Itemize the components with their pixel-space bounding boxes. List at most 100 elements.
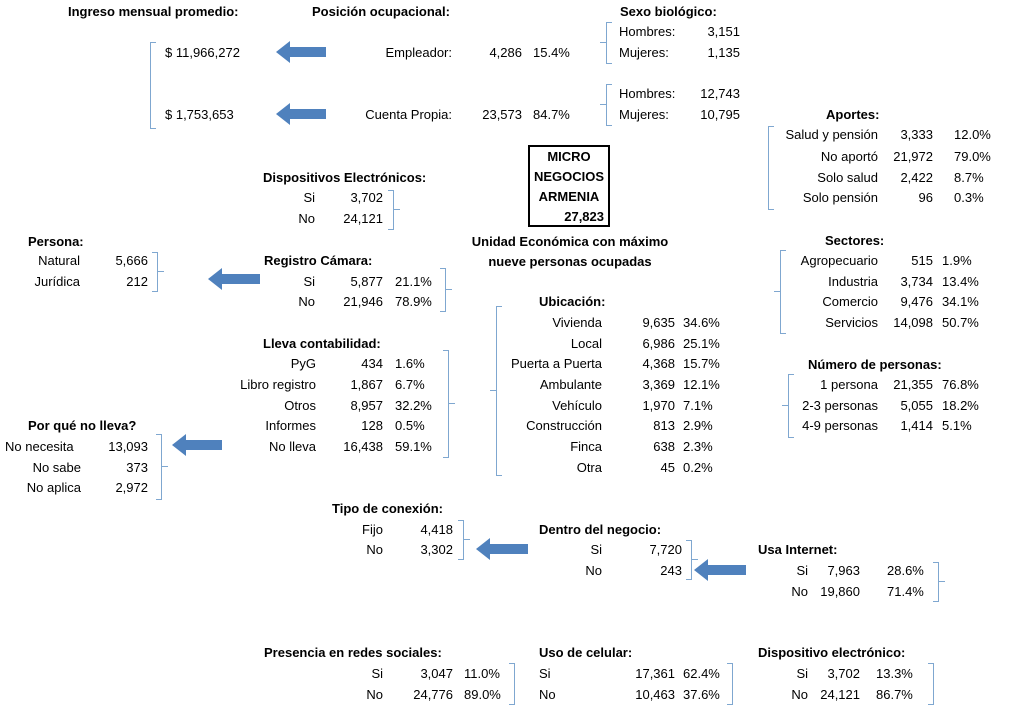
sectors-label: Agropecuario bbox=[800, 253, 878, 268]
location-pct: 34.6% bbox=[683, 315, 720, 330]
accounting-count: 1,867 bbox=[350, 377, 383, 392]
contributions-pct: 0.3% bbox=[954, 190, 984, 205]
phone-pct: 62.4% bbox=[683, 666, 720, 681]
social-count: 3,047 bbox=[420, 666, 453, 681]
arrow-left-icon bbox=[476, 538, 528, 560]
people-pct: 5.1% bbox=[942, 418, 972, 433]
devices-top-count: 3,702 bbox=[350, 190, 383, 205]
people-label: 1 persona bbox=[820, 377, 878, 392]
why-not-bracket bbox=[156, 434, 162, 500]
devices-top-count: 24,121 bbox=[343, 211, 383, 226]
social-label: No bbox=[366, 687, 383, 702]
chamber-label: No bbox=[298, 294, 315, 309]
bracket-tick bbox=[394, 209, 400, 210]
location-count: 3,369 bbox=[642, 377, 675, 392]
location-label: Local bbox=[570, 336, 602, 351]
occupation-count: 23,573 bbox=[482, 107, 522, 122]
income-own-value: $ 1,753,653 bbox=[165, 107, 234, 122]
occupation-count: 4,286 bbox=[489, 45, 522, 60]
phone-label: No bbox=[539, 687, 556, 702]
bracket-tick bbox=[782, 405, 788, 406]
phone-bracket bbox=[727, 663, 733, 705]
income-title: Ingreso mensual promedio: bbox=[68, 4, 239, 19]
center-box bbox=[528, 145, 610, 227]
contributions-label: Salud y pensión bbox=[785, 127, 878, 142]
inside-title: Dentro del negocio: bbox=[539, 522, 662, 537]
arrow-left-icon bbox=[172, 434, 222, 456]
why-not-count: 373 bbox=[126, 460, 148, 475]
chamber-pct: 78.9% bbox=[395, 294, 432, 309]
inside-bracket bbox=[686, 540, 692, 580]
chamber-count: 5,877 bbox=[350, 274, 383, 289]
phone-title: Uso de celular: bbox=[539, 645, 633, 660]
location-pct: 25.1% bbox=[683, 336, 720, 351]
device-bottom-count: 24,121 bbox=[820, 687, 860, 702]
accounting-pct: 59.1% bbox=[395, 439, 432, 454]
sectors-label: Comercio bbox=[822, 294, 878, 309]
contributions-pct: 8.7% bbox=[954, 170, 984, 185]
occupation-pct: 84.7% bbox=[533, 107, 570, 122]
people-label: 2-3 personas bbox=[802, 398, 878, 413]
location-count: 638 bbox=[653, 439, 675, 454]
location-label: Puerta a Puerta bbox=[510, 356, 602, 371]
device-bottom-pct: 13.3% bbox=[876, 666, 913, 681]
social-pct: 11.0% bbox=[464, 666, 500, 681]
people-count: 5,055 bbox=[900, 398, 933, 413]
sectors-label: Servicios bbox=[825, 315, 878, 330]
location-label: Construcción bbox=[526, 418, 602, 433]
connection-bracket bbox=[458, 520, 464, 560]
device-bottom-label: No bbox=[791, 687, 808, 702]
accounting-count: 16,438 bbox=[343, 439, 383, 454]
phone-count: 17,361 bbox=[635, 666, 675, 681]
sectors-pct: 13.4% bbox=[942, 274, 979, 289]
internet-label: No bbox=[791, 584, 808, 599]
center-caption1: Unidad Económica con máximo bbox=[471, 234, 669, 249]
occupation-label: Empleador: bbox=[385, 45, 452, 60]
device-bottom-bracket bbox=[928, 663, 934, 705]
sex-bracket bbox=[606, 84, 612, 126]
people-label: 4-9 personas bbox=[802, 418, 878, 433]
contributions-count: 2,422 bbox=[900, 170, 933, 185]
sectors-count: 515 bbox=[911, 253, 933, 268]
location-label: Ambulante bbox=[539, 377, 602, 392]
social-label: Si bbox=[371, 666, 383, 681]
location-pct: 12.1% bbox=[683, 377, 720, 392]
arrow-left-icon bbox=[276, 103, 326, 125]
location-count: 1,970 bbox=[642, 398, 675, 413]
sectors-label: Industria bbox=[828, 274, 878, 289]
location-label: Finca bbox=[570, 439, 602, 454]
internet-title: Usa Internet: bbox=[758, 542, 838, 557]
bracket-tick bbox=[692, 559, 698, 560]
contributions-count: 3,333 bbox=[900, 127, 933, 142]
contributions-count: 21,972 bbox=[893, 149, 933, 164]
people-pct: 18.2% bbox=[942, 398, 979, 413]
internet-bracket bbox=[933, 562, 939, 602]
internet-pct: 28.6% bbox=[887, 563, 924, 578]
sectors-pct: 1.9% bbox=[942, 253, 972, 268]
contributions-pct: 79.0% bbox=[954, 149, 991, 164]
location-pct: 2.9% bbox=[683, 418, 713, 433]
social-title: Presencia en redes sociales: bbox=[264, 645, 442, 660]
location-pct: 0.2% bbox=[683, 460, 713, 475]
internet-count: 7,963 bbox=[827, 563, 860, 578]
phone-label: Si bbox=[539, 666, 551, 681]
connection-label: Fijo bbox=[362, 522, 383, 537]
accounting-count: 434 bbox=[361, 356, 383, 371]
people-pct: 76.8% bbox=[942, 377, 979, 392]
center-line3: ARMENIA bbox=[538, 189, 600, 204]
sex-label: Mujeres: bbox=[619, 107, 669, 122]
center-total: 27,823 bbox=[564, 209, 604, 224]
occupation-pct: 15.4% bbox=[533, 45, 570, 60]
why-not-label: No aplica bbox=[26, 480, 81, 495]
device-bottom-label: Si bbox=[796, 666, 808, 681]
contributions-label: No aportó bbox=[820, 149, 878, 164]
accounting-bracket bbox=[443, 350, 449, 458]
sectors-count: 3,734 bbox=[900, 274, 933, 289]
devices-top-label: Si bbox=[303, 190, 315, 205]
location-count: 6,986 bbox=[642, 336, 675, 351]
accounting-label: Informes bbox=[265, 418, 316, 433]
person-count: 5,666 bbox=[115, 253, 148, 268]
occupation-title: Posición ocupacional: bbox=[312, 4, 450, 19]
sex-label: Hombres: bbox=[619, 86, 676, 101]
accounting-pct: 32.2% bbox=[395, 398, 432, 413]
